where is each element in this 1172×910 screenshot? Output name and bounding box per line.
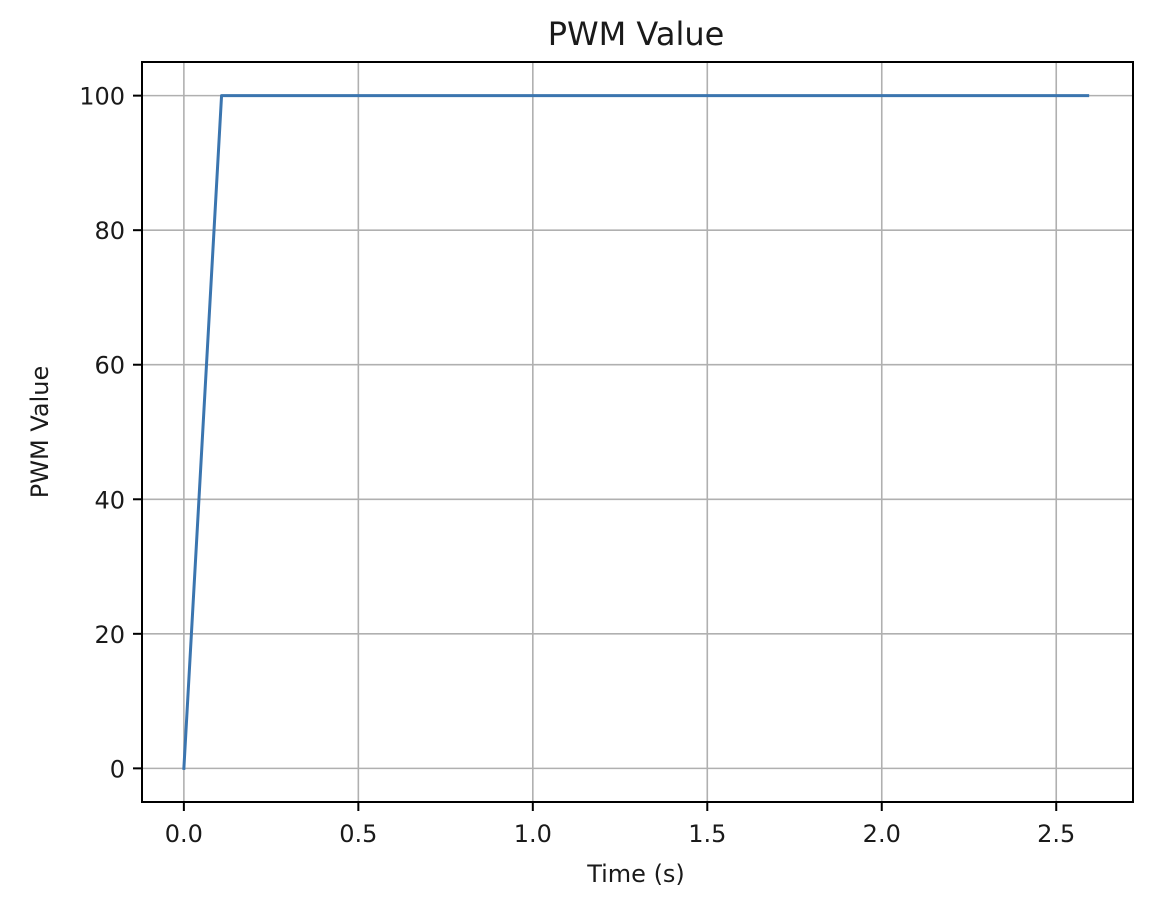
x-tick-label: 2.5 xyxy=(1037,820,1075,848)
y-tick-label: 20 xyxy=(94,621,125,649)
chart-title: PWM Value xyxy=(548,15,725,53)
x-tick-label: 0.5 xyxy=(339,820,377,848)
series-line-pwm xyxy=(182,94,1090,770)
tick-marks xyxy=(133,94,1058,811)
x-axis-label: Time (s) xyxy=(586,860,685,888)
x-tick-label: 0.0 xyxy=(165,820,203,848)
y-tick-label: 0 xyxy=(110,755,125,783)
y-tick-label: 40 xyxy=(94,486,125,514)
y-tick-label: 80 xyxy=(94,217,125,245)
tick-labels: 0.0 0.5 1.0 1.5 2.0 2.5 0 20 40 60 80 100 xyxy=(79,83,1075,848)
y-axis-label: PWM Value xyxy=(26,366,54,498)
x-tick-label: 2.0 xyxy=(863,820,901,848)
series-layer xyxy=(182,94,1090,770)
x-tick-label: 1.5 xyxy=(688,820,726,848)
x-tick-label: 1.0 xyxy=(514,820,552,848)
y-tick-label: 100 xyxy=(79,83,125,111)
y-tick-label: 60 xyxy=(94,352,125,380)
plot-frame xyxy=(141,61,1134,803)
